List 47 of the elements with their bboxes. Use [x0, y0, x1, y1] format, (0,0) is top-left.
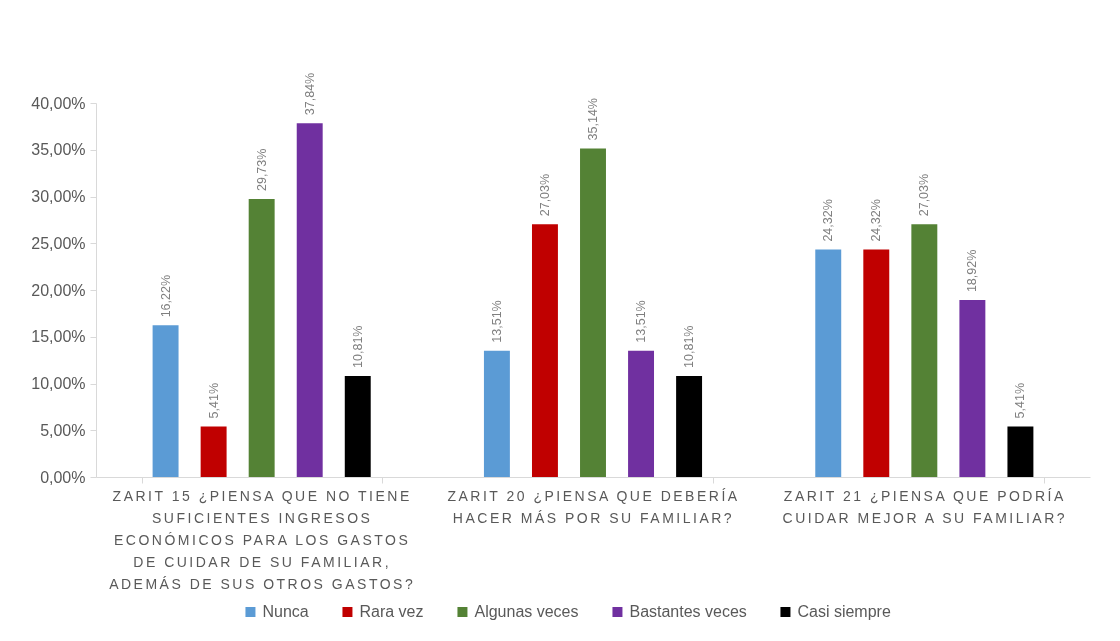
y-tick-label: 40,00% [31, 94, 86, 112]
bar [1007, 426, 1034, 477]
bar [628, 350, 655, 477]
bar [248, 199, 275, 477]
data-label: 37,84% [302, 72, 317, 116]
data-label: 5,41% [206, 382, 221, 419]
bar [344, 375, 371, 477]
legend-label: Nunca [262, 603, 309, 620]
data-label: 18,92% [965, 249, 980, 293]
y-tick-label: 30,00% [31, 188, 86, 205]
y-tick-label: 25,00% [31, 234, 86, 252]
bar [483, 350, 510, 477]
legend-label: Bastantes veces [629, 603, 747, 620]
bar [531, 224, 558, 477]
bar [959, 300, 986, 477]
data-label: 16,22% [158, 274, 173, 318]
x-tick-label: ZARIT 15 ¿PIENSA QUE NO TIENE SUFICIENTES INGRESOS ECONÓMICOS PARA LOS GASTOS DE CUIDAR DE SU FAMILIAR, ADEMÁS DE SUS OTROS GASTOS? [109, 487, 416, 592]
data-label: 13,51% [634, 300, 649, 343]
data-label: 27,03% [917, 173, 932, 217]
bar [200, 426, 227, 477]
bar [676, 375, 703, 477]
data-label: 10,81% [350, 325, 365, 368]
y-tick-label: 20,00% [31, 281, 86, 299]
data-label: 24,32% [869, 199, 884, 242]
data-label: 35,14% [586, 98, 600, 141]
data-label: 13,51% [489, 300, 504, 343]
data-label: 5,41% [1013, 382, 1028, 419]
data-label: 10,81% [682, 325, 697, 368]
bar [911, 224, 938, 477]
y-tick-label: 15,00% [31, 328, 86, 346]
bar [296, 123, 323, 477]
bar [580, 148, 606, 477]
data-label: 29,73% [254, 148, 269, 192]
bar [152, 325, 179, 477]
y-tick-label: 10,00% [31, 375, 86, 392]
bar [863, 249, 890, 477]
data-label: 27,03% [537, 173, 552, 217]
legend-label: Algunas veces [474, 603, 579, 620]
y-tick-label: 5,00% [40, 421, 86, 439]
data-label: 24,32% [821, 199, 836, 242]
x-tick-label: ZARIT 21 ¿PIENSA QUE PODRÍA CUIDAR MEJOR A SU FAMILIAR? [782, 487, 1068, 526]
x-tick-label: ZARIT 20 ¿PIENSA QUE DEBERÍA HACER MÁS POR SU FAMILIAR? [447, 487, 740, 526]
y-tick-label: 0,00% [40, 468, 86, 486]
y-tick-label: 35,00% [31, 141, 86, 159]
legend-label: Rara vez [359, 603, 424, 620]
legend-label: Casi siempre [797, 603, 891, 620]
bar [815, 249, 842, 477]
